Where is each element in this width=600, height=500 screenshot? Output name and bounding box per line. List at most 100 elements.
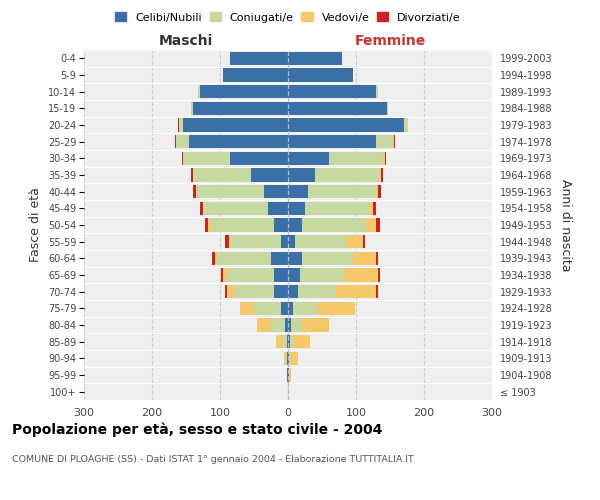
Bar (182, 152, 288, 165)
Bar (288, 85, 378, 98)
Bar (288, 318, 292, 332)
Bar (178, 118, 288, 132)
Bar (277, 335, 288, 348)
Bar (208, 218, 288, 232)
Bar (288, 168, 383, 181)
Bar (287, 368, 288, 382)
Bar (271, 318, 288, 332)
Bar (176, 135, 288, 148)
Bar (176, 135, 288, 148)
Bar (288, 285, 335, 298)
Bar (288, 335, 310, 348)
Bar (241, 302, 288, 315)
Bar (277, 335, 288, 348)
Bar (288, 68, 353, 82)
Bar (288, 185, 376, 198)
Bar (288, 252, 302, 265)
Bar (288, 185, 379, 198)
Bar (288, 152, 383, 165)
Bar (288, 135, 394, 148)
Bar (223, 268, 288, 281)
Bar (288, 135, 376, 148)
Bar (193, 185, 288, 198)
Bar (288, 252, 353, 265)
Bar (226, 235, 288, 248)
Bar (288, 235, 346, 248)
Bar (281, 235, 288, 248)
Bar (274, 218, 288, 232)
Bar (288, 152, 329, 165)
Bar (288, 235, 365, 248)
Bar (288, 102, 388, 115)
Bar (288, 135, 394, 148)
Bar (288, 85, 376, 98)
Y-axis label: Fasce di età: Fasce di età (29, 188, 43, 262)
Bar (203, 202, 288, 215)
Text: COMUNE DI PLOAGHE (SS) - Dati ISTAT 1° gennaio 2004 - Elaborazione TUTTITALIA.IT: COMUNE DI PLOAGHE (SS) - Dati ISTAT 1° g… (12, 455, 414, 464)
Bar (288, 135, 395, 148)
Bar (274, 285, 288, 298)
Bar (203, 202, 288, 215)
Bar (212, 252, 288, 265)
Bar (221, 268, 288, 281)
Bar (182, 118, 288, 132)
Bar (229, 235, 288, 248)
Bar (288, 185, 381, 198)
Bar (283, 335, 288, 348)
Bar (288, 85, 378, 98)
Bar (251, 168, 288, 181)
Bar (226, 285, 288, 298)
Bar (288, 102, 386, 115)
Bar (191, 102, 288, 115)
Bar (288, 118, 404, 132)
Bar (286, 352, 288, 365)
Bar (288, 202, 373, 215)
Bar (257, 318, 288, 332)
Bar (288, 352, 291, 365)
Bar (223, 68, 288, 82)
Bar (230, 52, 288, 65)
Bar (287, 368, 288, 382)
Bar (223, 68, 288, 82)
Bar (241, 302, 288, 315)
Bar (284, 318, 288, 332)
Bar (191, 168, 288, 181)
Bar (288, 268, 380, 281)
Bar (182, 152, 288, 165)
Bar (288, 168, 381, 181)
Text: Popolazione per età, sesso e stato civile - 2004: Popolazione per età, sesso e stato civil… (12, 422, 382, 437)
Bar (288, 218, 376, 232)
Bar (198, 85, 288, 98)
Bar (274, 268, 288, 281)
Bar (287, 352, 288, 365)
Bar (198, 85, 288, 98)
Bar (191, 102, 288, 115)
Bar (191, 102, 288, 115)
Bar (230, 52, 288, 65)
Bar (288, 118, 409, 132)
Bar (288, 318, 329, 332)
Bar (288, 202, 305, 215)
Bar (288, 335, 290, 348)
Bar (288, 118, 407, 132)
Bar (288, 102, 388, 115)
Bar (288, 302, 355, 315)
Bar (288, 285, 378, 298)
Bar (288, 52, 343, 65)
Bar (288, 252, 376, 265)
Bar (268, 202, 288, 215)
Bar (193, 102, 288, 115)
Bar (200, 85, 288, 98)
Bar (193, 168, 288, 181)
Bar (288, 302, 317, 315)
Bar (288, 102, 388, 115)
Bar (284, 352, 288, 365)
Bar (288, 68, 353, 82)
Bar (287, 368, 288, 382)
Bar (288, 302, 355, 315)
Bar (288, 68, 353, 82)
Bar (288, 52, 343, 65)
Bar (288, 202, 370, 215)
Bar (227, 268, 288, 281)
Bar (288, 118, 409, 132)
